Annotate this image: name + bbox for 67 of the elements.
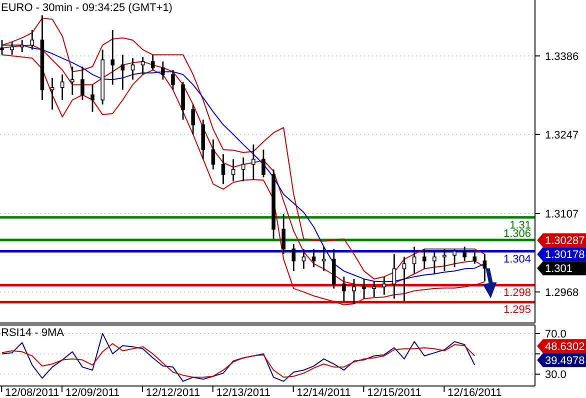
candlestick: [231, 158, 236, 182]
x-tick-label: 12/13/2011: [216, 387, 270, 398]
candlestick: [362, 278, 366, 300]
line-series: [2, 343, 476, 378]
candlestick: [80, 66, 84, 101]
text: 1.301: [545, 263, 573, 276]
ref-line-label: 1.306: [503, 228, 531, 240]
candlestick: [10, 41, 14, 56]
candlestick: [482, 253, 487, 282]
candlestick: [241, 156, 246, 182]
chart-title: RSI14 - 9MA: [1, 327, 65, 339]
candlestick: [382, 276, 386, 296]
x-tick-label: 12/09/2011: [65, 387, 120, 398]
candlestick: [452, 248, 456, 268]
text: 39.4978: [545, 355, 585, 368]
candlestick: [282, 213, 286, 255]
text: 1.30287: [545, 235, 585, 248]
x-tick-label: 12/12/2011: [146, 387, 200, 398]
y-tick-label: 70.0: [545, 328, 566, 340]
y-tick-label: 1.3107: [545, 208, 579, 220]
x-tick-label: 12/08/2011: [5, 387, 60, 398]
candlestick: [252, 144, 256, 180]
ref-line-label: 1.295: [503, 304, 531, 316]
candlestick: [342, 276, 346, 302]
y-tick-label: 1.3386: [545, 50, 579, 63]
candlestick: [60, 74, 64, 101]
candlestick: [20, 39, 24, 53]
candlestick: [140, 56, 145, 76]
candlestick: [262, 148, 266, 178]
candlestick: [50, 77, 54, 110]
y-tick-label: 30.0: [545, 369, 566, 382]
candlestick: [462, 246, 467, 262]
candlestick: [372, 280, 376, 298]
x-tick-label: 12/16/2011: [448, 387, 502, 398]
candlestick: [292, 243, 296, 272]
ref-line-label: 1.298: [503, 287, 531, 300]
candlestick: [130, 57, 135, 80]
candlestick: [211, 138, 216, 170]
candlestick: [322, 246, 326, 272]
candlestick: [302, 248, 306, 270]
candlestick: [352, 278, 356, 304]
y-tick-label: 1.3247: [545, 129, 579, 142]
text: 48.6302: [545, 341, 585, 354]
text: 1.30178: [545, 249, 585, 262]
candlestick: [392, 253, 396, 300]
candlestick: [150, 54, 155, 71]
candlestick: [472, 250, 477, 264]
candlestick: [30, 29, 34, 50]
y-tick-label: 1.2968: [545, 286, 579, 299]
x-tick-label: 12/15/2011: [367, 387, 422, 398]
candlestick: [312, 248, 316, 268]
candlestick: [90, 84, 94, 113]
candlestick: [412, 246, 416, 275]
candlestick: [221, 153, 226, 185]
candlestick: [442, 248, 446, 272]
candlestick: [120, 54, 125, 90]
ref-line-label: 1.304: [503, 253, 531, 266]
candlestick: [422, 248, 426, 270]
candlestick: [161, 60, 165, 80]
candlestick: [70, 66, 74, 96]
candlestick: [171, 69, 175, 90]
chart-title: EURO - 30min - 09:34:25 (GMT+1): [1, 2, 172, 14]
candlestick: [0, 39, 4, 56]
candlestick: [432, 250, 436, 275]
candlestick: [191, 104, 195, 136]
candlestick: [110, 29, 115, 86]
x-tick-label: 12/14/2011: [296, 387, 351, 398]
